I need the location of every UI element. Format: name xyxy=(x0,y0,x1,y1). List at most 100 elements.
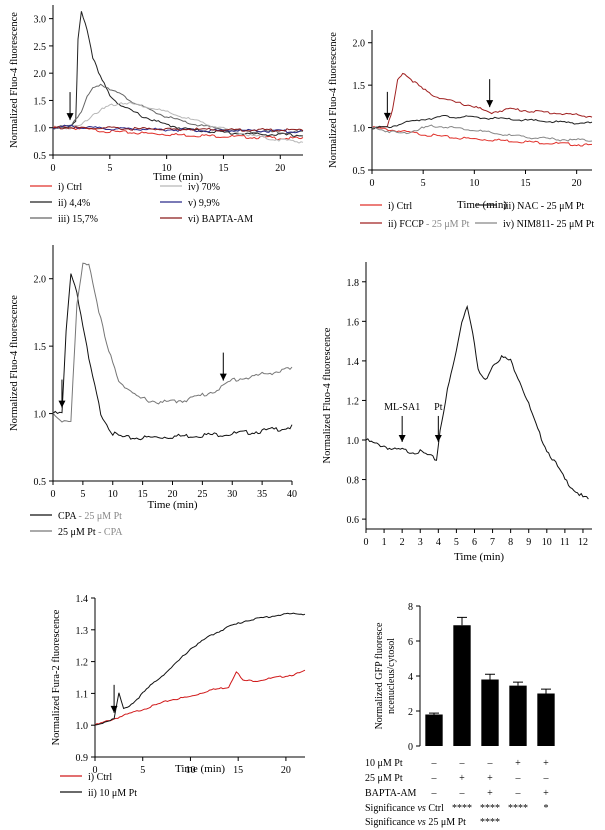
x-tick-label: 3 xyxy=(418,537,423,548)
x-tick-label: 30 xyxy=(227,489,237,500)
y-tick-label: 1.0 xyxy=(76,721,89,732)
annotation-label: ML-SA1 xyxy=(384,402,420,413)
y-axis-label: Normalized Fura-2 fluorescence xyxy=(51,609,62,745)
y-tick-label: 2 xyxy=(408,707,413,718)
arrow-head xyxy=(219,373,227,381)
bar xyxy=(537,693,555,746)
x-tick-label: 35 xyxy=(257,489,267,500)
x-tick-label: 7 xyxy=(490,537,495,548)
x-tick-label: 20 xyxy=(275,163,285,174)
y-axis-label-line2: ncenucleus/cytosol xyxy=(386,638,397,714)
annotation-label: Pt xyxy=(434,402,443,413)
x-tick-label: 10 xyxy=(542,537,552,548)
condition-mark: + xyxy=(515,758,521,769)
y-tick-label: 8 xyxy=(408,602,413,613)
series-line xyxy=(371,125,593,147)
x-tick-label: 11 xyxy=(560,537,570,548)
series-line xyxy=(52,124,304,134)
x-tick-label: 6 xyxy=(472,537,477,548)
x-tick-label: 8 xyxy=(508,537,513,548)
x-tick-label: 5 xyxy=(454,537,459,548)
series-line xyxy=(52,125,304,132)
condition-mark: + xyxy=(543,788,549,799)
y-tick-label: 2.0 xyxy=(353,39,366,50)
x-tick-label: 5 xyxy=(421,178,426,189)
y-tick-label: 6 xyxy=(408,637,413,648)
x-tick-label: 20 xyxy=(168,489,178,500)
x-tick-label: 15 xyxy=(233,765,243,776)
legend-label: ii) 10 μM Pt xyxy=(88,788,137,799)
y-tick-label: 1.5 xyxy=(353,81,366,92)
series-line xyxy=(52,83,303,135)
condition-mark: + xyxy=(543,758,549,769)
x-tick-label: 0 xyxy=(93,765,98,776)
condition-mark: – xyxy=(515,788,522,799)
condition-mark: – xyxy=(515,773,522,784)
legend-label: i) Ctrl xyxy=(88,772,112,783)
series-line xyxy=(52,262,293,423)
condition-mark: – xyxy=(459,788,466,799)
x-axis-label: Time (min) xyxy=(147,499,197,511)
y-tick-label: 3.0 xyxy=(34,15,47,26)
condition-label: 25 μM Pt xyxy=(365,773,403,784)
y-tick-label: 0 xyxy=(408,742,413,753)
bar xyxy=(481,679,499,746)
arrow-head xyxy=(398,434,406,442)
arrow-head xyxy=(383,112,391,120)
series-line xyxy=(52,273,293,441)
y-tick-label: 1.0 xyxy=(353,124,366,135)
significance-label: Significance vs Ctrl xyxy=(365,803,444,814)
y-tick-label: 2.0 xyxy=(34,69,47,80)
significance-mark: **** xyxy=(480,817,500,828)
x-tick-label: 4 xyxy=(436,537,441,548)
x-axis-label: Time (min) xyxy=(175,763,225,775)
x-tick-label: 40 xyxy=(287,489,297,500)
legend-label: iii) 15,7% xyxy=(58,214,98,225)
legend-label: vi) BAPTA-AM xyxy=(188,214,253,225)
condition-mark: + xyxy=(459,773,465,784)
significance-mark: **** xyxy=(508,803,528,814)
series-line xyxy=(52,101,304,144)
x-tick-label: 9 xyxy=(526,537,531,548)
condition-label: 10 μM Pt xyxy=(365,758,403,769)
bar xyxy=(453,625,471,746)
chart-panel-4: 0.60.81.01.21.41.61.80 1 2 3 4 5 6 7 8 9 10 11 12Tim… xyxy=(322,262,592,563)
series-line xyxy=(52,11,304,137)
bar xyxy=(509,685,527,746)
condition-mark: – xyxy=(431,758,438,769)
y-tick-label: 0.5 xyxy=(353,166,366,177)
y-tick-label: 1.3 xyxy=(76,626,89,637)
x-tick-label: 5 xyxy=(107,163,112,174)
condition-mark: – xyxy=(431,773,438,784)
chart-panel-1: 0.5 1.0 1.5 2.0 2.5 3.0 0 5 10 15 20 Time (min) Norm… xyxy=(9,5,304,225)
x-tick-label: 10 xyxy=(185,765,195,776)
x-tick-label: 10 xyxy=(108,489,118,500)
x-tick-label: 0 xyxy=(364,537,369,548)
series-line xyxy=(371,72,593,129)
x-tick-label: 10 xyxy=(162,163,172,174)
y-axis-label: Normalized Fluo-4 fluorescence xyxy=(328,32,339,168)
chart-panel-3: 0.5 1.0 1.5 2.0 0 5 10 15 20 25 30 35 40 Time (min) No… xyxy=(9,245,297,538)
x-axis-label: Time (min) xyxy=(454,551,504,563)
legend-label: CPA - 25 μM Pt xyxy=(58,511,122,522)
legend-label: ii) 4,4% xyxy=(58,198,90,209)
x-tick-label: 5 xyxy=(80,489,85,500)
y-tick-label: 1.8 xyxy=(347,278,360,289)
y-tick-label: 4 xyxy=(408,672,413,683)
legend-label: ii) FCCP - 25 μM Pt xyxy=(388,219,470,230)
series-line xyxy=(371,124,593,142)
series-line xyxy=(372,115,593,130)
x-axis-label: Time (min) xyxy=(153,171,203,183)
y-tick-label: 1.4 xyxy=(76,594,89,605)
y-tick-label: 1.6 xyxy=(347,317,360,328)
condition-mark: – xyxy=(543,773,550,784)
arrow-head xyxy=(110,705,118,713)
arrow-head xyxy=(486,100,494,108)
x-tick-label: 15 xyxy=(218,163,228,174)
y-tick-label: 0.6 xyxy=(347,515,360,526)
x-tick-label: 1 xyxy=(382,537,387,548)
y-axis-label: Normalized Fluo-4 fluorescence xyxy=(9,12,20,148)
arrow-head xyxy=(434,434,442,442)
condition-mark: – xyxy=(459,758,466,769)
